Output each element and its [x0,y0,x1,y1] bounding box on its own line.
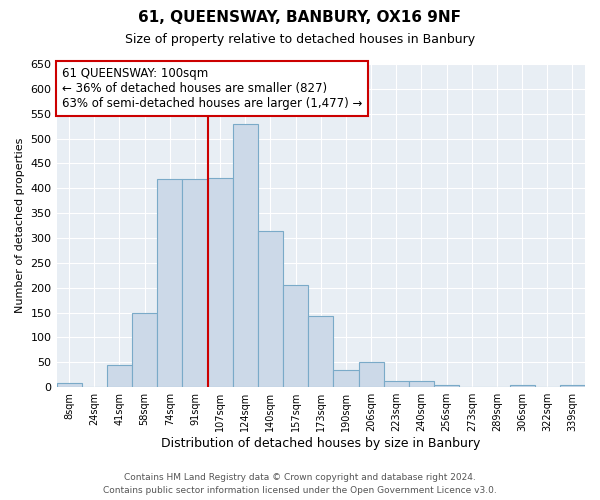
Bar [409,381,434,387]
Text: 61 QUEENSWAY: 100sqm
← 36% of detached houses are smaller (827)
63% of semi-deta: 61 QUEENSWAY: 100sqm ← 36% of detached h… [62,67,362,110]
Text: Contains HM Land Registry data © Crown copyright and database right 2024.
Contai: Contains HM Land Registry data © Crown c… [103,473,497,495]
Bar [334,370,359,387]
Bar [182,180,208,387]
Bar [560,384,585,387]
Bar [56,383,82,387]
Text: Size of property relative to detached houses in Banbury: Size of property relative to detached ho… [125,32,475,46]
Bar [359,362,383,387]
Bar [434,384,459,387]
Bar [283,286,308,387]
Bar [233,124,258,387]
Bar [509,384,535,387]
Bar [258,230,283,387]
Text: 61, QUEENSWAY, BANBURY, OX16 9NF: 61, QUEENSWAY, BANBURY, OX16 9NF [139,10,461,25]
Bar [208,178,233,387]
Bar [132,312,157,387]
Bar [107,365,132,387]
Bar [157,180,182,387]
Bar [308,316,334,387]
Y-axis label: Number of detached properties: Number of detached properties [15,138,25,314]
X-axis label: Distribution of detached houses by size in Banbury: Distribution of detached houses by size … [161,437,481,450]
Bar [383,380,409,387]
